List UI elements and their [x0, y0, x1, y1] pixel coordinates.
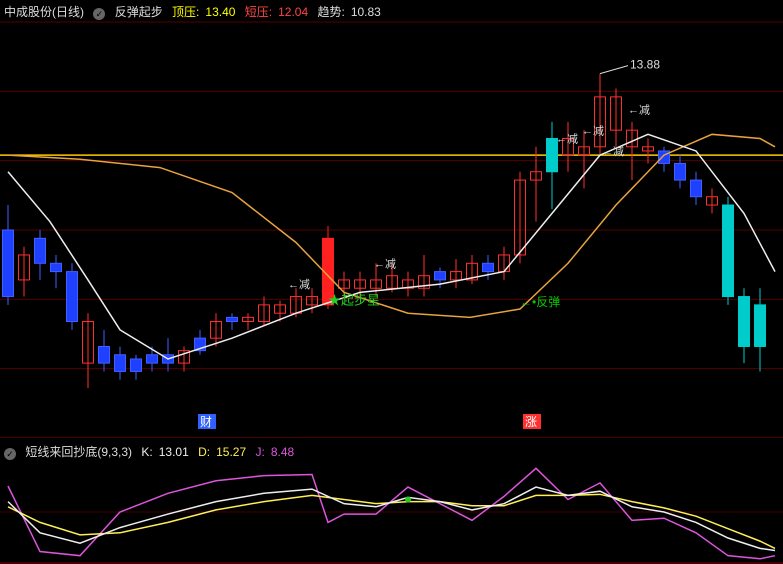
svg-text:←减: ←减: [582, 124, 604, 137]
main-header: 中成股份(日线) ✓ 反弹起步 顶压: 13.40 短压: 12.04 趋势: 10.…: [4, 4, 387, 20]
d-label: D:: [198, 445, 210, 459]
svg-text:←•反弹: ←•反弹: [520, 295, 560, 309]
main-chart-canvas[interactable]: 13.88 ←减 ←减 ←减 ←减 ←减 ←减 ★起步星 ←•反弹财 涨: [0, 0, 783, 438]
duanya-value: 12.04: [278, 5, 308, 19]
k-label: K:: [141, 445, 152, 459]
indicator-toggle-icon[interactable]: ✓: [93, 8, 105, 20]
svg-text:←减: ←减: [556, 133, 578, 146]
stock-title: 中成股份(日线): [4, 5, 84, 19]
j-label: J:: [255, 445, 264, 459]
j-value: 8.48: [271, 445, 294, 459]
qushi-label: 趋势:: [317, 5, 344, 19]
sub-toggle-icon[interactable]: ✓: [4, 448, 16, 460]
main-chart[interactable]: 中成股份(日线) ✓ 反弹起步 顶压: 13.40 短压: 12.04 趋势: 10.…: [0, 0, 783, 438]
sub-title: 短线来回抄底(9,3,3): [25, 445, 132, 459]
svg-text:←减: ←减: [602, 145, 624, 158]
svg-text:13.88: 13.88: [630, 58, 660, 72]
dingya-label: 顶压:: [172, 5, 199, 19]
svg-text:←减: ←减: [288, 278, 310, 291]
dingya-value: 13.40: [205, 5, 235, 19]
sub-header: ✓ 短线来回抄底(9,3,3) K: 13.01 D: 15.27 J: 8.48: [4, 444, 300, 460]
svg-text:财: 财: [200, 415, 212, 429]
qushi-value: 10.83: [351, 5, 381, 19]
k-value: 13.01: [159, 445, 189, 459]
svg-text:←减: ←减: [374, 257, 396, 270]
svg-text:涨: 涨: [525, 414, 537, 429]
duanya-label: 短压:: [245, 5, 272, 19]
svg-text:←减: ←减: [628, 104, 650, 117]
d-value: 15.27: [216, 445, 246, 459]
sub-chart[interactable]: ✓ 短线来回抄底(9,3,3) K: 13.01 D: 15.27 J: 8.48: [0, 440, 783, 564]
indicator-name: 反弹起步: [115, 5, 163, 19]
svg-text:★起步星: ★起步星: [328, 293, 380, 308]
